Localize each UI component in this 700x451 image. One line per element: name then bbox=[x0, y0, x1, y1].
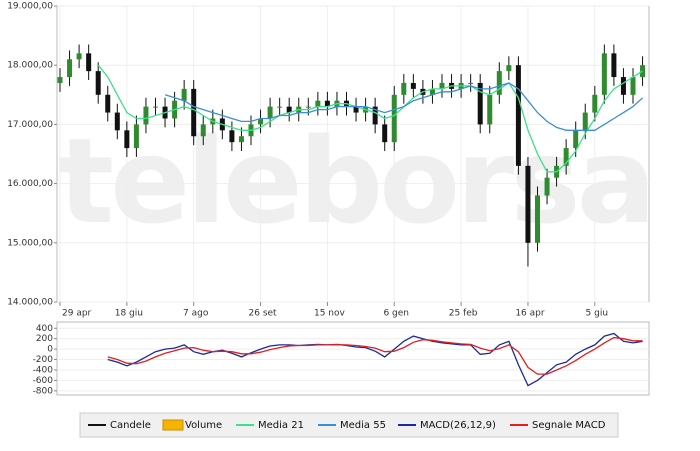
candle-body bbox=[487, 94, 493, 125]
plots: 14.000,00 15.000,00 16.000,00 17.000,00 18.0… bbox=[7, 2, 649, 396]
y-tick-label: -400 bbox=[33, 365, 54, 375]
macd-area bbox=[56, 321, 650, 396]
candle-body bbox=[496, 71, 502, 95]
candle-body bbox=[515, 65, 521, 166]
candle-body bbox=[124, 130, 130, 149]
y-tick-label: 15.000,00 bbox=[7, 238, 53, 248]
candle-body bbox=[544, 177, 550, 196]
y-tick-label: -200 bbox=[33, 355, 54, 365]
candle-body bbox=[114, 112, 120, 131]
y-tick-label: 14.000,00 bbox=[7, 298, 53, 308]
x-tick-label: 5 giu bbox=[586, 309, 609, 319]
y-tick-label: 19.000,00 bbox=[7, 2, 53, 12]
y-tick-label: 17.000,00 bbox=[7, 120, 53, 130]
candle-body bbox=[477, 82, 483, 125]
plot-area bbox=[56, 5, 650, 303]
candle-body bbox=[611, 53, 617, 78]
y-tick-label: -600 bbox=[33, 376, 54, 386]
x-tick-label: 18 giu bbox=[115, 309, 143, 319]
line bbox=[107, 336, 643, 375]
candle-body bbox=[277, 106, 283, 108]
x-tick-label: 29 apr bbox=[62, 309, 92, 319]
legend-box bbox=[79, 412, 619, 438]
legend-swatch bbox=[162, 419, 184, 431]
candle-body bbox=[439, 82, 445, 89]
y-tick-label: 200 bbox=[36, 334, 53, 344]
candle-body bbox=[525, 165, 531, 243]
candle-body bbox=[391, 94, 397, 143]
candle-body bbox=[620, 77, 626, 95]
candle-body bbox=[468, 82, 474, 84]
candle-body bbox=[582, 112, 588, 131]
candle-body bbox=[305, 106, 311, 108]
candle-body bbox=[372, 106, 378, 125]
candle-body bbox=[573, 130, 579, 149]
candle-body bbox=[67, 59, 73, 78]
y-tick-label: 400 bbox=[36, 324, 53, 334]
candle-body bbox=[315, 100, 321, 107]
x-tick-label: 6 gen bbox=[383, 309, 409, 319]
candle-body bbox=[630, 77, 636, 95]
candle-body bbox=[353, 106, 359, 113]
candle-body bbox=[324, 100, 330, 107]
watermark: teleborsa bbox=[58, 112, 653, 250]
y-tick-label: 0 bbox=[47, 345, 53, 355]
candle-body bbox=[95, 71, 101, 95]
x-tick-label: 7 ago bbox=[183, 309, 209, 319]
candle-body bbox=[410, 82, 416, 89]
candle-body bbox=[105, 94, 111, 113]
x-tick-label: 15 nov bbox=[314, 309, 346, 319]
legend: Candele Volume Media 21 Media 55 MACD(26,12,… bbox=[88, 419, 606, 431]
legend-label: Candele bbox=[110, 420, 151, 431]
y-tick-label: 16.000,00 bbox=[7, 179, 53, 189]
line bbox=[164, 82, 644, 131]
legend-label: Media 55 bbox=[340, 420, 386, 431]
candle-body bbox=[535, 195, 540, 243]
legend-label: Volume bbox=[185, 420, 222, 431]
candle-body bbox=[57, 77, 63, 83]
candle-body bbox=[86, 53, 92, 72]
y-tick-label: -800 bbox=[33, 386, 54, 396]
candle-body bbox=[267, 106, 273, 119]
candle-body bbox=[143, 106, 149, 125]
candle-body bbox=[382, 124, 388, 143]
candle-body bbox=[133, 124, 139, 149]
candle-body bbox=[563, 148, 569, 166]
candle-body bbox=[76, 53, 82, 60]
candle-body bbox=[429, 88, 435, 95]
candle-body bbox=[229, 130, 235, 143]
candle-body bbox=[200, 124, 206, 137]
candle-body bbox=[258, 118, 264, 125]
line bbox=[107, 332, 643, 387]
x-tick-label: 25 feb bbox=[449, 309, 478, 319]
legend-label: Segnale MACD bbox=[532, 420, 606, 431]
candle-body bbox=[286, 106, 292, 113]
candle-body bbox=[153, 106, 158, 108]
y-tick-label: 18.000,00 bbox=[7, 61, 53, 71]
candle-body bbox=[592, 94, 598, 113]
candle-body bbox=[181, 88, 187, 101]
candle-body bbox=[191, 88, 197, 137]
candle-body bbox=[401, 82, 407, 95]
legend-label: MACD(26,12,9) bbox=[420, 420, 496, 431]
line bbox=[97, 64, 643, 173]
x-tick-label: 16 apr bbox=[515, 309, 545, 319]
candle-body bbox=[506, 65, 512, 72]
candle-body bbox=[601, 53, 607, 95]
x-tick-label: 26 set bbox=[249, 309, 278, 319]
candle-body bbox=[238, 136, 244, 143]
legend-label: Media 21 bbox=[258, 420, 304, 431]
